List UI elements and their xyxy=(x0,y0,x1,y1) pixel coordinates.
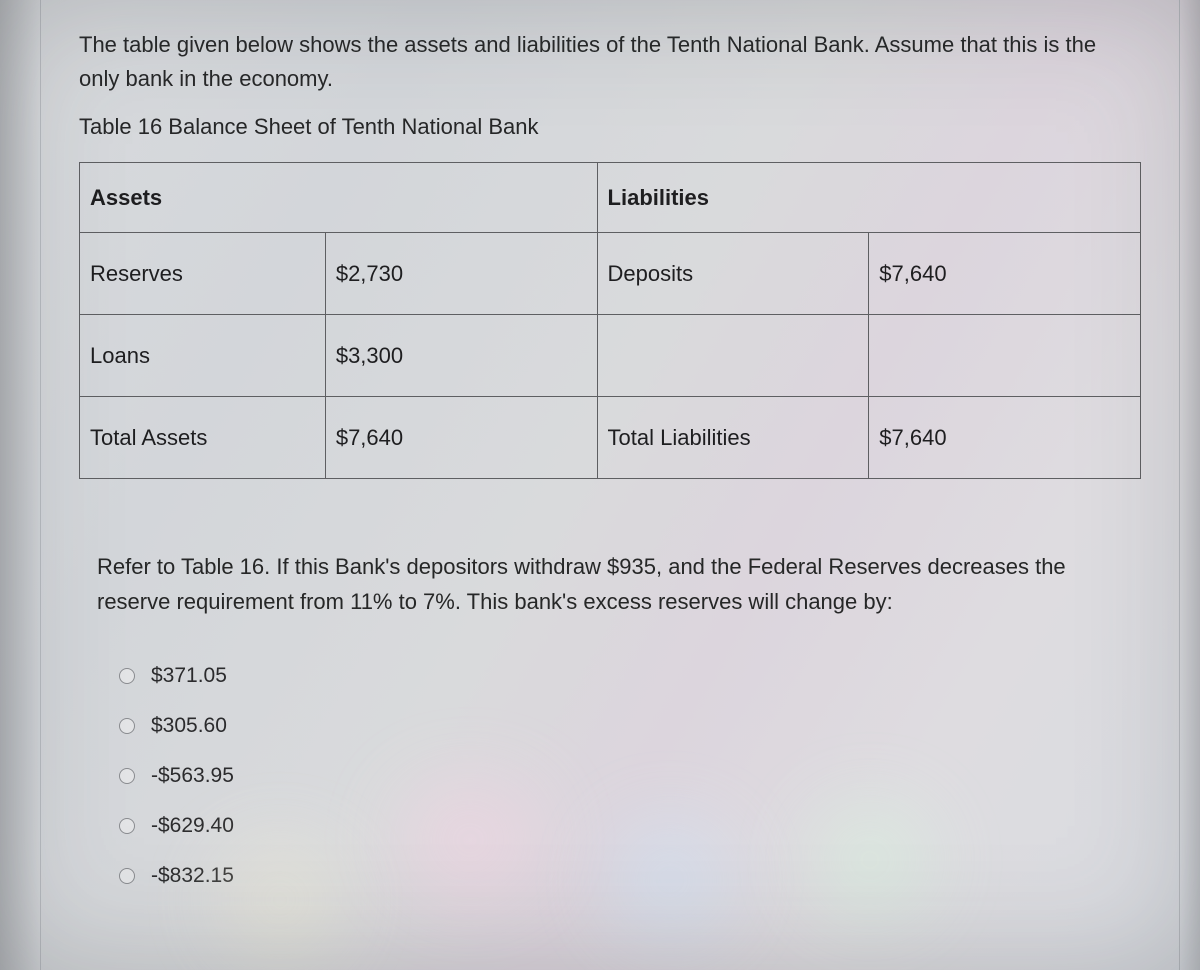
cell-asset-value: $2,730 xyxy=(325,233,597,315)
option-radio[interactable] xyxy=(119,868,135,884)
table-row: Total Assets $7,640 Total Liabilities $7… xyxy=(80,397,1141,479)
option-radio[interactable] xyxy=(119,718,135,734)
option-label: -$832.15 xyxy=(151,864,234,888)
header-liabilities: Liabilities xyxy=(597,163,1140,233)
option-c[interactable]: -$563.95 xyxy=(119,764,1141,788)
option-a[interactable]: $371.05 xyxy=(119,664,1141,688)
balance-sheet-table: Assets Liabilities Reserves $2,730 Depos… xyxy=(79,162,1141,479)
answer-options: $371.05 $305.60 -$563.95 -$629.40 -$832.… xyxy=(79,664,1141,888)
option-label: -$563.95 xyxy=(151,764,234,788)
table-header-row: Assets Liabilities xyxy=(80,163,1141,233)
option-d[interactable]: -$629.40 xyxy=(119,814,1141,838)
right-edge-shadow xyxy=(1180,0,1200,970)
cell-liab-value xyxy=(869,315,1141,397)
table-caption: Table 16 Balance Sheet of Tenth National… xyxy=(79,114,1141,140)
cell-asset-label: Total Assets xyxy=(80,397,326,479)
table-row: Loans $3,300 xyxy=(80,315,1141,397)
cell-asset-label: Loans xyxy=(80,315,326,397)
option-radio[interactable] xyxy=(119,818,135,834)
question-card: The table given below shows the assets a… xyxy=(40,0,1180,970)
cell-liab-label: Total Liabilities xyxy=(597,397,869,479)
question-prompt: Refer to Table 16. If this Bank's deposi… xyxy=(79,549,1141,619)
option-label: $371.05 xyxy=(151,664,227,688)
table-row: Reserves $2,730 Deposits $7,640 xyxy=(80,233,1141,315)
cell-liab-value: $7,640 xyxy=(869,233,1141,315)
option-e[interactable]: -$832.15 xyxy=(119,864,1141,888)
option-label: $305.60 xyxy=(151,714,227,738)
left-edge-shadow xyxy=(0,0,40,970)
cell-asset-value: $3,300 xyxy=(325,315,597,397)
option-radio[interactable] xyxy=(119,768,135,784)
intro-text: The table given below shows the assets a… xyxy=(79,28,1141,96)
cell-asset-label: Reserves xyxy=(80,233,326,315)
cell-liab-label: Deposits xyxy=(597,233,869,315)
option-b[interactable]: $305.60 xyxy=(119,714,1141,738)
cell-liab-label xyxy=(597,315,869,397)
cell-asset-value: $7,640 xyxy=(325,397,597,479)
option-radio[interactable] xyxy=(119,668,135,684)
option-label: -$629.40 xyxy=(151,814,234,838)
cell-liab-value: $7,640 xyxy=(869,397,1141,479)
header-assets: Assets xyxy=(80,163,598,233)
